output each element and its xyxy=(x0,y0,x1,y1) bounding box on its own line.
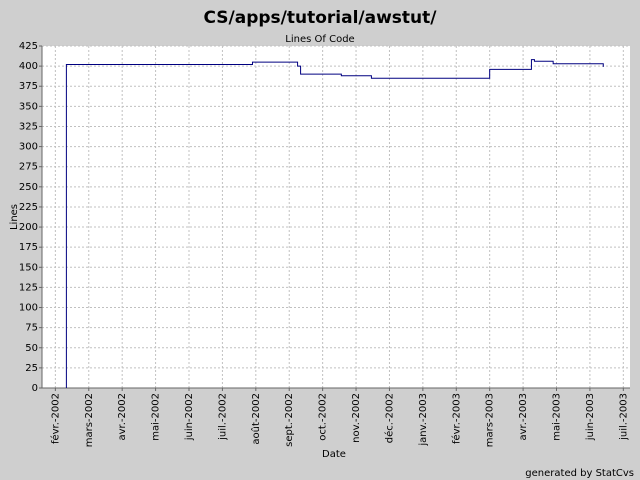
x-axis-label: Date xyxy=(322,449,346,460)
x-tick-label: nov.-2002 xyxy=(351,393,362,443)
y-tick-label: 425 xyxy=(19,41,38,52)
y-tick-label: 350 xyxy=(19,101,38,112)
x-tick-label: avr.-2002 xyxy=(117,393,128,440)
y-axis-label: Lines xyxy=(9,204,20,230)
y-tick-label: 300 xyxy=(19,142,38,153)
x-tick-label: sept.-2002 xyxy=(284,393,295,447)
footer: generated by StatCvs xyxy=(525,468,634,479)
y-tick-label: 175 xyxy=(19,242,38,253)
x-tick-label: mars-2002 xyxy=(84,393,95,447)
x-tick-label: déc.-2002 xyxy=(383,393,395,443)
x-tick-label: août-2002 xyxy=(250,393,262,445)
y-tick-label: 325 xyxy=(19,121,38,132)
x-tick-label: mai-2002 xyxy=(151,393,162,441)
data-line xyxy=(65,59,604,388)
y-tick-label: 250 xyxy=(19,182,38,193)
y-tick-label: 225 xyxy=(19,202,38,213)
x-tick-label: févr.-2002 xyxy=(49,393,61,444)
y-tick-label: 100 xyxy=(19,303,38,314)
chart-subtitle: Lines Of Code xyxy=(285,34,354,45)
y-tick-label: 200 xyxy=(19,222,38,233)
x-tick-label: oct.-2002 xyxy=(318,393,329,441)
plot-area xyxy=(42,46,630,388)
y-tick-label: 150 xyxy=(19,262,38,273)
y-tick-label: 0 xyxy=(32,383,38,394)
x-tick-label: avr.-2003 xyxy=(518,393,529,440)
x-tick-label: juin-2002 xyxy=(184,393,195,441)
y-tick-label: 125 xyxy=(19,282,38,293)
y-tick-label: 75 xyxy=(25,323,38,334)
y-tick-label: 25 xyxy=(25,363,38,374)
x-tick-label: mai-2003 xyxy=(552,393,563,441)
x-tick-label: janv.-2003 xyxy=(418,393,429,447)
x-tick-label: mars-2003 xyxy=(485,393,496,447)
y-tick-label: 275 xyxy=(19,162,38,173)
y-tick-label: 50 xyxy=(25,343,38,354)
y-tick-label: 400 xyxy=(19,61,38,72)
x-tick-label: juil.-2003 xyxy=(618,393,629,441)
chart-title: CS/apps/tutorial/awstut/ xyxy=(204,8,438,28)
x-tick-label: juin-2003 xyxy=(585,393,596,441)
x-tick-label: juil.-2002 xyxy=(217,393,228,441)
x-tick-label: févr.-2003 xyxy=(450,393,462,444)
y-tick-label: 375 xyxy=(19,81,38,92)
